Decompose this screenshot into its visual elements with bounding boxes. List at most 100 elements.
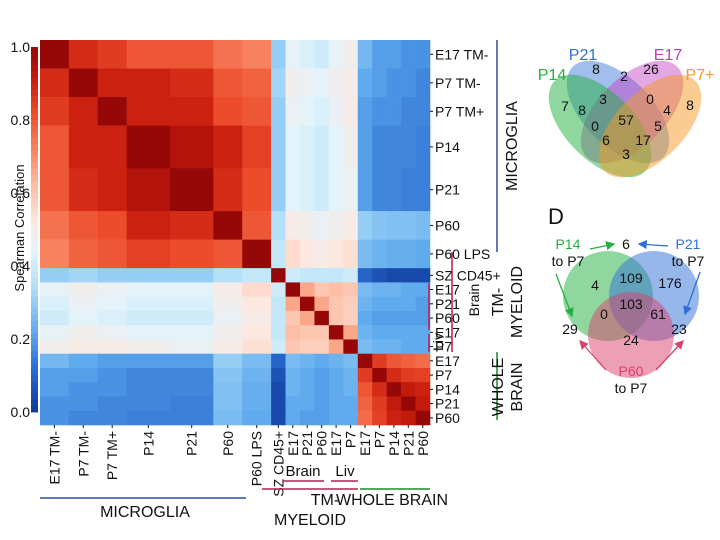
heatmap-cell-5-3 — [126, 211, 171, 240]
row-label-8: E17 — [435, 282, 460, 298]
colorbar-segment-20 — [31, 168, 38, 176]
heatmap-cell-1-10 — [314, 68, 330, 98]
colorbar-segment-1 — [31, 53, 38, 60]
colorbar-segment-51 — [31, 357, 38, 364]
row-label-2: P7 TM+ — [435, 103, 484, 119]
heatmap-cell-6-12 — [343, 239, 359, 269]
colorbar-segment-58 — [31, 399, 38, 407]
colorbar-segment-27 — [31, 211, 38, 218]
venn3-count-5: 61 — [650, 306, 666, 322]
heatmap-cell-7-8 — [285, 268, 301, 283]
heatmap-cell-15-13 — [357, 382, 373, 397]
venn4-label-p21: P21 — [569, 47, 598, 64]
col-label-2: P7 TM+ — [104, 431, 120, 480]
heatmap-cell-4-13 — [357, 168, 373, 212]
venn3-count-0: 4 — [591, 277, 599, 293]
bottom-group-whole-brain: WHOLE BRAIN — [336, 492, 448, 509]
colorbar-segment-17 — [31, 150, 38, 157]
heatmap-cell-10-0 — [40, 310, 70, 326]
heatmap-cell-2-2 — [97, 97, 127, 126]
venn3-label-p60-suffix: to P7 — [615, 380, 648, 396]
heatmap-cell-10-4 — [170, 310, 214, 326]
heatmap-cell-6-14 — [372, 239, 387, 269]
heatmap-cell-15-10 — [314, 382, 330, 397]
colorbar-segment-2 — [31, 59, 38, 66]
heatmap-cell-11-15 — [386, 325, 402, 340]
heatmap-cell-12-12 — [343, 339, 359, 354]
heatmap-cell-4-0 — [40, 168, 70, 212]
heatmap-cell-15-2 — [97, 382, 127, 397]
heatmap-cell-4-17 — [415, 168, 431, 212]
heatmap-cell-9-12 — [343, 296, 359, 312]
colorbar-segment-43 — [31, 308, 38, 316]
heatmap-cell-7-0 — [40, 268, 70, 283]
venn4-set-p7plus — [598, 74, 702, 178]
colorbar-segment-7 — [31, 89, 38, 97]
heatmap-cell-13-8 — [285, 353, 301, 369]
heatmap-cell-1-14 — [372, 68, 387, 98]
row-label-3: P14 — [435, 139, 460, 155]
heatmap-cell-16-5 — [213, 396, 243, 412]
heatmap-cell-3-6 — [242, 125, 272, 169]
bottom-group-microglia: MICROGLIA — [100, 504, 190, 521]
colorbar-segment-13 — [31, 126, 38, 133]
heatmap-cell-9-0 — [40, 296, 70, 312]
heatmap-cell-13-5 — [213, 353, 243, 369]
heatmap-cell-9-17 — [415, 296, 431, 312]
heatmap-cell-15-9 — [300, 382, 315, 397]
heatmap-cell-8-11 — [328, 282, 344, 297]
heatmap-cell-0-5 — [213, 40, 243, 69]
heatmap-cell-17-2 — [97, 410, 127, 426]
heatmap-cell-9-16 — [401, 296, 416, 312]
heatmap-cell-11-14 — [372, 325, 387, 340]
right-group-tm-myeloid-line2: MYELOID — [509, 266, 526, 338]
heatmap-cell-13-10 — [314, 353, 330, 369]
heatmap-cell-16-4 — [170, 396, 214, 412]
heatmap-cell-10-5 — [213, 310, 243, 326]
heatmap-cell-10-7 — [271, 310, 286, 326]
colorbar-segment-42 — [31, 302, 38, 309]
heatmap-cell-4-15 — [386, 168, 402, 212]
colorbar-segment-18 — [31, 156, 38, 163]
heatmap-cell-11-1 — [68, 325, 99, 340]
colorbar-segment-6 — [31, 83, 38, 90]
col-label-8: E17 — [285, 431, 301, 456]
colorbar-segment-49 — [31, 345, 38, 352]
colorbar-segment-54 — [31, 375, 38, 382]
venn4-count-11: 5 — [654, 118, 662, 134]
colorbar-segment-55 — [31, 381, 38, 389]
heatmap-cell-5-7 — [271, 211, 286, 240]
heatmap-cell-16-1 — [68, 396, 99, 412]
venn4-count-8: 8 — [686, 97, 694, 113]
heatmap-cell-15-3 — [126, 382, 171, 397]
heatmap-cell-17-13 — [357, 410, 373, 426]
heatmap-cell-5-1 — [68, 211, 99, 240]
heatmap-cell-15-11 — [328, 382, 344, 397]
heatmap-cell-12-3 — [126, 339, 171, 354]
heatmap-cell-8-12 — [343, 282, 359, 297]
heatmap-cell-15-17 — [415, 382, 431, 397]
venn3-label-p14-suffix: to P7 — [552, 253, 585, 269]
heatmap-cell-11-6 — [242, 325, 272, 340]
colorbar-segment-19 — [31, 162, 38, 170]
bottom-subgroup-brain: Brain — [285, 463, 320, 480]
venn4-label-p14: P14 — [538, 67, 567, 84]
heatmap-cell-16-10 — [314, 396, 330, 412]
heatmap-cell-8-7 — [271, 282, 286, 297]
heatmap-cell-10-15 — [386, 310, 402, 326]
row-label-1: P7 TM- — [435, 75, 481, 91]
heatmap-cell-17-10 — [314, 410, 330, 426]
venn4-count-6: 3 — [599, 91, 607, 107]
heatmap-cell-14-9 — [300, 367, 315, 383]
row-label-13: E17 — [435, 353, 460, 369]
venn3-label-p21-suffix: to P7 — [672, 253, 705, 269]
heatmap-cell-6-13 — [357, 239, 373, 269]
heatmap-cell-11-11 — [328, 325, 344, 340]
venn3-count-2: 176 — [658, 275, 682, 291]
heatmap-cell-14-10 — [314, 367, 330, 383]
heatmap-cell-2-15 — [386, 97, 402, 126]
heatmap-cell-5-10 — [314, 211, 330, 240]
heatmap-cell-13-7 — [271, 353, 286, 369]
heatmap-cell-14-1 — [68, 367, 99, 383]
